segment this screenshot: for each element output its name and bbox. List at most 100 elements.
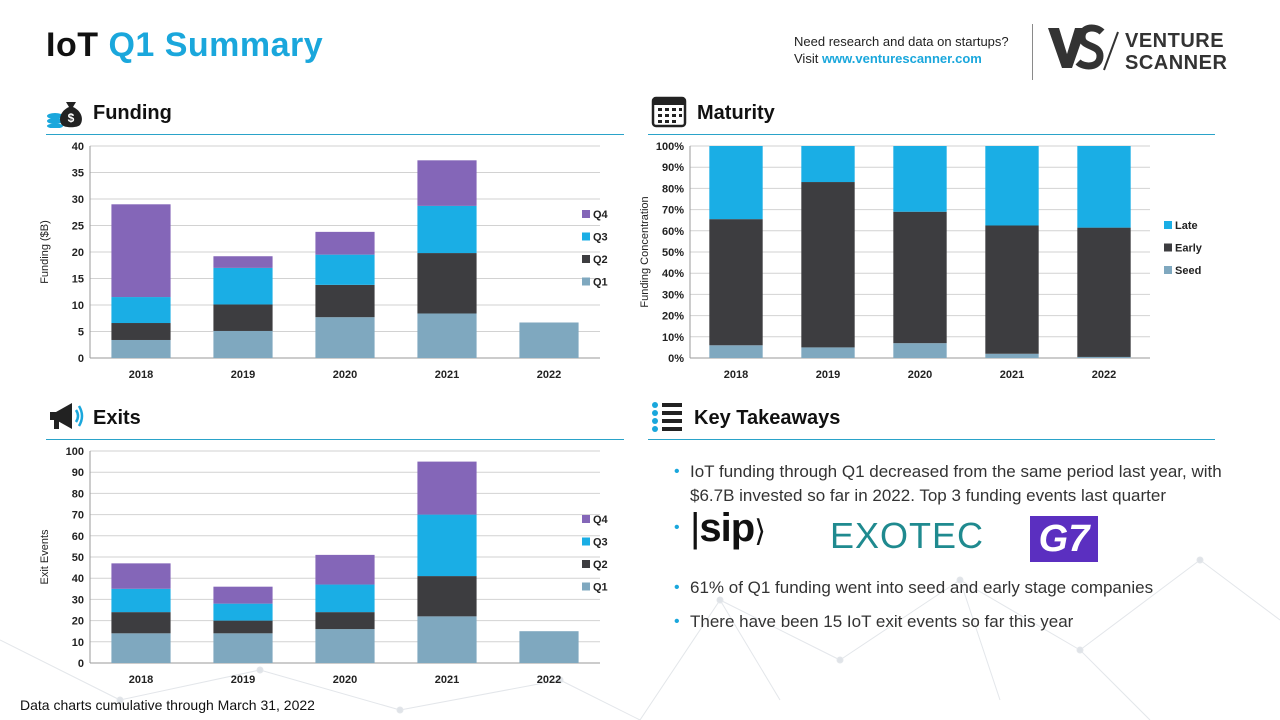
x-tick-label: 2019 (816, 369, 840, 381)
exotec-logo: EXOTEC (830, 515, 985, 556)
bar-segment-q3-2021 (417, 205, 477, 254)
exits-section-title: Exits (93, 407, 141, 429)
bar-segment-seed-2021 (985, 353, 1039, 358)
bar-segment-q4-2020 (315, 231, 375, 255)
x-tick-label: 2022 (1092, 369, 1116, 381)
legend-label: Q2 (593, 254, 608, 266)
legend-swatch (582, 537, 590, 546)
bar-segment-q4-2021 (417, 461, 477, 515)
y-tick-label: 40 (72, 573, 84, 585)
g7-logo: G7 (1030, 516, 1098, 562)
y-tick-label: 40 (72, 141, 84, 153)
legend-swatch (582, 582, 590, 591)
logos-row: |sip⟩ EXOTEC G7 (690, 506, 1230, 570)
x-tick-label: 2020 (908, 369, 932, 381)
megaphone-icon (50, 403, 84, 429)
exits-chart: 0 10 20 30 40 50 60 70 80 90 100 Exit Events 2018 201… (39, 446, 609, 686)
x-tick-label: 2020 (333, 369, 357, 381)
y-tick-label: 0 (78, 658, 84, 670)
bar-segment-seed-2019 (801, 347, 855, 358)
y-axis-label: Funding ($B) (39, 220, 51, 284)
page-title: IoT Q1 Summary (46, 26, 323, 65)
takeaways-list: IoT funding through Q1 decreased from th… (670, 460, 1230, 634)
y-tick-label: 0% (668, 353, 684, 365)
maturity-divider (648, 134, 1215, 135)
title-topic: IoT (46, 26, 99, 64)
y-tick-label: 60% (662, 226, 684, 238)
x-tick-label: 2020 (333, 674, 357, 686)
bar-segment-q3-2020 (315, 254, 375, 285)
legend-label: Q3 (593, 232, 608, 244)
bar-segment-early-2020 (893, 211, 947, 344)
bar-segment-late-2022 (1077, 146, 1131, 228)
venture-scanner-logo-mark (1048, 24, 1105, 70)
bar-segment-q1-2020 (315, 629, 375, 663)
takeaway-item: IoT funding through Q1 decreased from th… (670, 460, 1230, 508)
promo-visit: Visit (794, 51, 822, 66)
bar-segment-q2-2018 (111, 323, 171, 340)
logo-word-1: VENTURE (1125, 30, 1225, 52)
y-tick-label: 50 (72, 552, 84, 564)
logo-word-2: SCANNER (1125, 52, 1228, 74)
bar-segment-q4-2019 (213, 256, 273, 268)
legend-label: Q4 (593, 209, 609, 221)
bar-segment-late-2019 (801, 146, 855, 183)
bar-segment-q3-2019 (213, 603, 273, 621)
bar-segment-q1-2021 (417, 616, 477, 663)
y-tick-label: 15 (72, 274, 84, 286)
y-tick-label: 60 (72, 531, 84, 543)
bar-segment-q4-2018 (111, 563, 171, 589)
bar-segment-q2-2021 (417, 253, 477, 314)
promo-text: Need research and data on startups? Visi… (794, 33, 1009, 67)
y-tick-label: 10 (72, 300, 84, 312)
bar-segment-q1-2022 (519, 322, 579, 358)
x-tick-label: 2021 (435, 674, 459, 686)
maturity-section-title: Maturity (697, 102, 775, 124)
bar-segment-seed-2020 (893, 343, 947, 358)
x-tick-label: 2019 (231, 674, 255, 686)
legend-swatch (1164, 243, 1172, 252)
header-divider (1032, 24, 1033, 80)
bar-segment-q2-2020 (315, 612, 375, 630)
legend-label: Early (1175, 243, 1203, 255)
money-bag-icon: $ (47, 102, 82, 128)
legend-label: Q1 (593, 582, 608, 594)
footnote: Data charts cumulative through March 31,… (20, 697, 315, 713)
bar-segment-early-2019 (801, 182, 855, 348)
y-tick-label: 25 (72, 221, 84, 233)
bar-segment-q4-2020 (315, 554, 375, 585)
bar-segment-late-2020 (893, 146, 947, 212)
x-tick-label: 2018 (129, 674, 153, 686)
sip-logo: |sip⟩ (690, 506, 766, 550)
y-tick-label: 5 (78, 327, 84, 339)
funding-divider (46, 134, 624, 135)
bar-segment-late-2021 (985, 146, 1039, 226)
bar-segment-late-2018 (709, 146, 763, 220)
bar-segment-q3-2018 (111, 297, 171, 324)
promo-line: Need research and data on startups? (794, 34, 1009, 49)
list-icon (652, 402, 682, 432)
promo-link[interactable]: www.venturescanner.com (821, 51, 982, 66)
bar-segment-q2-2018 (111, 612, 171, 634)
legend-swatch (1164, 266, 1172, 274)
bar-segment-seed-2018 (709, 345, 763, 358)
y-axis-label: Exit Events (39, 529, 51, 585)
exits-divider (46, 439, 624, 440)
y-tick-label: 100% (656, 141, 684, 153)
legend-swatch (582, 277, 590, 286)
y-axis-label: Funding Concentration (639, 196, 651, 307)
bar-segment-q1-2021 (417, 313, 477, 358)
x-tick-label: 2018 (724, 369, 748, 381)
bar-segment-q4-2019 (213, 586, 273, 604)
calendar-icon (651, 96, 687, 128)
bar-segment-seed-2022 (1077, 356, 1131, 358)
y-tick-label: 90 (72, 467, 84, 479)
legend-swatch (582, 210, 590, 218)
legend-label: Seed (1175, 265, 1201, 277)
title-period: Q1 Summary (108, 26, 324, 64)
y-tick-label: 30 (72, 194, 84, 206)
legend-label: Q2 (593, 559, 608, 571)
y-tick-label: 30 (72, 594, 84, 606)
x-tick-label: 2022 (537, 674, 561, 686)
